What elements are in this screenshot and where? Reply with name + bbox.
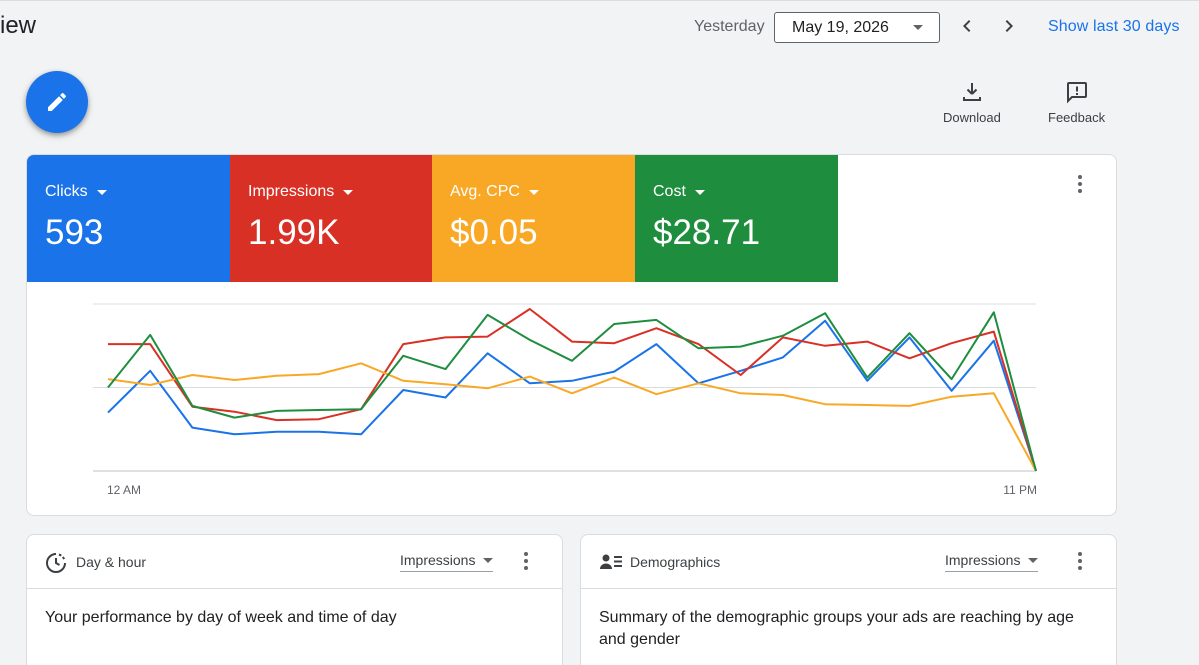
feedback-icon [1066, 82, 1087, 104]
metric-value: $0.05 [450, 213, 538, 252]
day-hour-card: Day & hour Impressions Your performance … [26, 534, 563, 665]
metric-select-value: Impressions [945, 552, 1021, 568]
card-more-options-button[interactable] [514, 549, 538, 573]
top-divider [0, 0, 1199, 1]
dropdown-caret-icon [1028, 557, 1039, 563]
card-more-options-button[interactable] [1068, 549, 1092, 573]
metric-value: $28.71 [653, 213, 761, 252]
chart-more-options-button[interactable] [1068, 172, 1092, 196]
dropdown-caret-icon [913, 25, 923, 30]
metric-cost[interactable]: Cost $28.71 [635, 155, 838, 282]
line-chart: 12 AM 11 PM [93, 303, 1037, 497]
metric-label: Impressions [248, 183, 335, 200]
download-icon [962, 83, 981, 101]
metric-value: 1.99K [248, 213, 340, 252]
card-title: Demographics [630, 554, 721, 570]
series-line [107, 311, 1037, 472]
x-tick-label: 11 PM [1003, 483, 1037, 497]
chevron-left-icon [963, 20, 971, 32]
card-description: Summary of the demographic groups your a… [599, 609, 1074, 648]
metric-select-value: Impressions [400, 552, 476, 568]
chevron-right-icon [1005, 20, 1013, 32]
card-description: Your performance by day of week and time… [45, 609, 397, 626]
edit-button[interactable] [26, 71, 88, 133]
card-title: Day & hour [76, 554, 147, 570]
series-line [107, 319, 1037, 472]
demographics-card: Demographics Impressions Summary of the … [580, 534, 1117, 665]
demographics-icon [600, 554, 622, 569]
dropdown-caret-icon [343, 189, 354, 195]
metric-select[interactable]: Impressions [945, 552, 1039, 572]
next-period-button[interactable] [997, 14, 1021, 38]
metric-avg-cpc[interactable]: Avg. CPC $0.05 [432, 155, 635, 282]
previous-period-button[interactable] [955, 14, 979, 38]
metric-label: Clicks [45, 183, 88, 200]
show-last-30-days-link[interactable]: Show last 30 days [1048, 18, 1180, 35]
metric-impressions[interactable]: Impressions 1.99K [230, 155, 433, 282]
metric-value: 593 [45, 213, 104, 252]
dropdown-caret-icon [96, 189, 107, 195]
overview-chart-card: Clicks 593 Impressions 1.99K Avg. CPC $0… [26, 154, 1117, 516]
more-vert-icon [1078, 175, 1082, 179]
feedback-button[interactable]: Feedback [1048, 80, 1105, 125]
x-tick-label: 12 AM [107, 483, 141, 497]
metric-label: Cost [653, 183, 686, 200]
feedback-label: Feedback [1048, 110, 1106, 125]
dropdown-caret-icon [528, 189, 539, 195]
dropdown-caret-icon [483, 557, 494, 563]
date-picker[interactable]: May 19, 2026 [774, 12, 940, 43]
metric-select[interactable]: Impressions [400, 552, 494, 572]
metric-label: Avg. CPC [450, 183, 520, 200]
card-header: Demographics Impressions [581, 535, 1116, 589]
edit-icon [48, 92, 66, 111]
more-vert-icon [1078, 552, 1082, 556]
schedule-icon [46, 553, 66, 573]
more-vert-icon [524, 552, 528, 556]
dropdown-caret-icon [694, 189, 705, 195]
date-picker-value: May 19, 2026 [792, 18, 889, 36]
series-line [108, 308, 1037, 472]
series-line [107, 362, 1037, 472]
download-button[interactable]: Download [943, 80, 1001, 125]
card-header: Day & hour Impressions [27, 535, 562, 589]
page-title: iew [0, 12, 37, 39]
metric-clicks[interactable]: Clicks 593 [27, 155, 230, 282]
download-label: Download [943, 110, 1001, 125]
date-range-label: Yesterday [694, 18, 765, 35]
